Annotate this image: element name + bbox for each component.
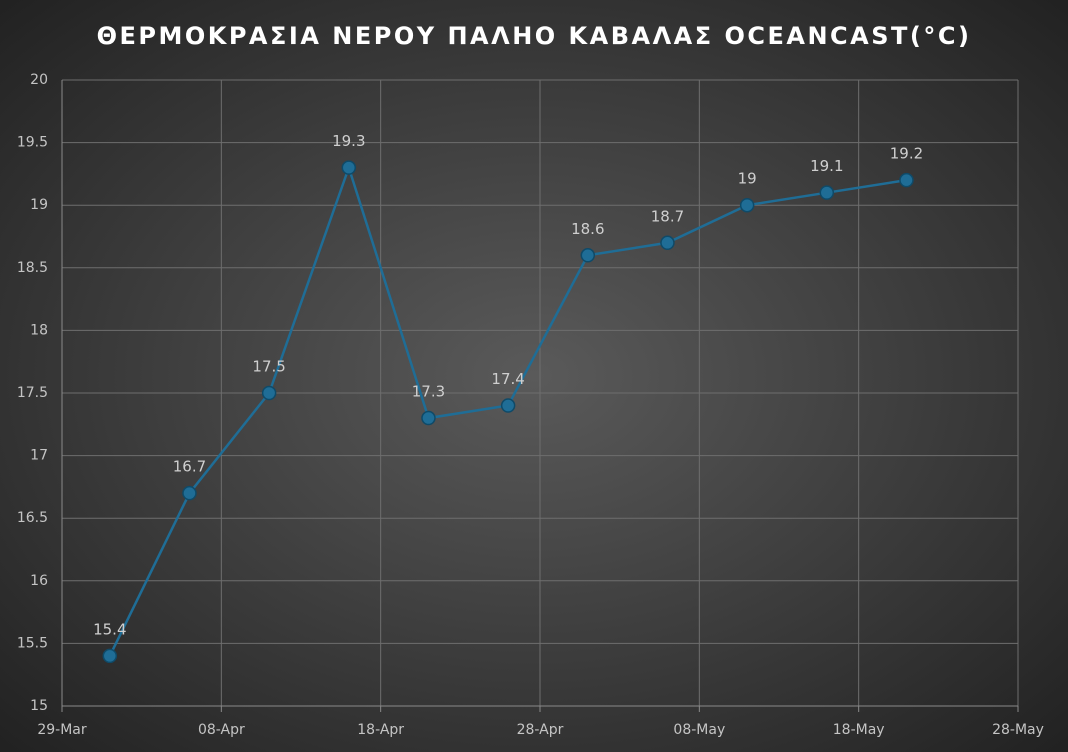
y-tick-label: 20 xyxy=(30,72,48,88)
x-tick-label: 29-Mar xyxy=(37,722,87,738)
marker xyxy=(580,248,596,263)
data-label: 17.4 xyxy=(491,370,524,388)
marker xyxy=(421,410,436,426)
data-label: 15.4 xyxy=(93,620,126,638)
x-tick-label: 18-Apr xyxy=(357,722,404,738)
data-label: 17.5 xyxy=(252,358,285,376)
x-tick-label: 18-May xyxy=(833,722,885,738)
y-tick-label: 15 xyxy=(30,698,48,714)
marker xyxy=(899,172,914,188)
marker xyxy=(739,197,755,213)
marker xyxy=(102,648,118,664)
x-tick-label: 08-Apr xyxy=(198,722,245,738)
data-label: 19.1 xyxy=(810,157,843,175)
y-tick-label: 17.5 xyxy=(17,385,48,401)
marker xyxy=(500,398,516,413)
chart-title: ΘΕΡΜΟΚΡΑΣΙΑ ΝΕΡΟΥ ΠΑΛΗΟ ΚΑΒΑΛΑΣ OCEANCAS… xyxy=(97,22,972,50)
y-tick-label: 19 xyxy=(30,197,48,213)
data-label: 19 xyxy=(738,170,757,188)
data-label: 16.7 xyxy=(173,458,206,476)
data-label: 17.3 xyxy=(412,383,445,401)
y-tick-label: 15.5 xyxy=(17,635,48,651)
marker xyxy=(341,160,357,175)
y-tick-label: 17 xyxy=(30,448,48,464)
marker xyxy=(182,485,197,501)
y-tick-label: 16 xyxy=(30,573,48,589)
x-tick-label: 28-May xyxy=(992,722,1044,738)
data-label: 19.3 xyxy=(332,132,365,150)
y-tick-label: 18.5 xyxy=(17,260,48,276)
y-tick-label: 19.5 xyxy=(17,135,48,151)
x-tick-label: 08-May xyxy=(673,722,725,738)
marker xyxy=(261,385,277,401)
y-tick-label: 18 xyxy=(30,322,48,338)
y-tick-label: 16.5 xyxy=(17,510,48,526)
x-tick-label: 28-Apr xyxy=(517,722,564,738)
marker xyxy=(660,235,675,251)
data-label: 18.7 xyxy=(651,207,684,225)
data-label: 18.6 xyxy=(571,220,604,238)
marker xyxy=(819,185,835,200)
data-label: 19.2 xyxy=(890,145,923,163)
